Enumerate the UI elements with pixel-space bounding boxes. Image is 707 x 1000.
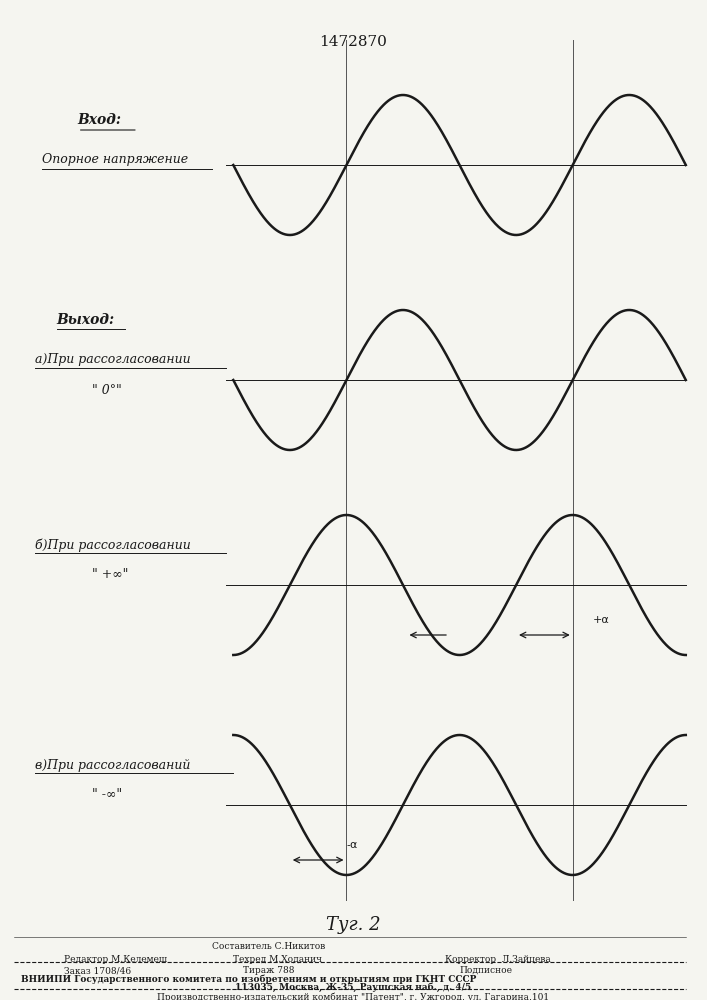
Text: Редактор М.Келемеш: Редактор М.Келемеш [64, 955, 167, 964]
Text: Составитель С.Никитов: Составитель С.Никитов [212, 942, 325, 951]
Text: Тираж 788: Тираж 788 [243, 966, 294, 975]
Text: в)При рассогласований: в)При рассогласований [35, 758, 191, 772]
Text: 113035, Москва, Ж-35, Раушская наб., д. 4/5: 113035, Москва, Ж-35, Раушская наб., д. … [235, 982, 472, 992]
Text: Опорное напряжение: Опорное напряжение [42, 153, 189, 166]
Text: " -∞": " -∞" [92, 788, 122, 802]
Text: Техред М.Ходанич: Техред М.Ходанич [233, 955, 322, 964]
Text: ВНИИПИ Государственного комитета по изобретениям и открытиям при ГКНТ СССР: ВНИИПИ Государственного комитета по изоб… [21, 974, 477, 984]
Text: +α: +α [592, 615, 609, 625]
Text: " 0°": " 0°" [92, 383, 122, 396]
Text: Подписное: Подписное [460, 966, 513, 975]
Text: " +∞": " +∞" [92, 568, 128, 582]
Text: Вход:: Вход: [78, 113, 122, 127]
Text: Производственно-издательский комбинат "Патент", г. Ужгород, ул. Гагарина,101: Производственно-издательский комбинат "П… [158, 993, 549, 1000]
Text: Заказ 1708/46: Заказ 1708/46 [64, 966, 131, 975]
Text: а)При рассогласовании: а)При рассогласовании [35, 354, 191, 366]
Text: 1472870: 1472870 [320, 35, 387, 49]
Text: Τуг. 2: Τуг. 2 [326, 916, 381, 934]
Text: -α: -α [346, 840, 358, 850]
Text: Корректор  Л.Зайцева: Корректор Л.Зайцева [445, 955, 551, 964]
Text: Выход:: Выход: [57, 313, 115, 327]
Text: б)При рассогласовании: б)При рассогласовании [35, 538, 191, 552]
